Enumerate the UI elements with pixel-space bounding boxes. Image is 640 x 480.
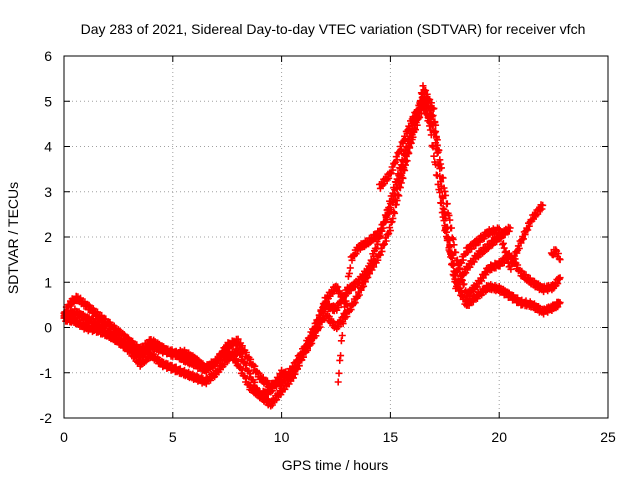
x-tick-label: 20: [491, 429, 507, 445]
y-tick-label: 3: [44, 184, 52, 200]
series-satellite-track-5: [334, 82, 514, 386]
x-axis-label: GPS time / hours: [282, 457, 389, 473]
y-axis-label: SDTVAR / TECUs: [5, 182, 21, 294]
y-tick-label: 1: [44, 274, 52, 290]
y-tick-label: -1: [40, 365, 53, 381]
y-tick-label: 0: [44, 320, 52, 336]
x-tick-label: 5: [169, 429, 177, 445]
series-satellite-track-6: [547, 246, 564, 264]
y-tick-label: 6: [44, 48, 52, 64]
series-satellite-track-2: [60, 102, 564, 410]
data-series-group: [60, 82, 564, 410]
y-tick-label: 4: [44, 139, 52, 155]
x-tick-label: 25: [600, 429, 616, 445]
y-tick-label: 2: [44, 229, 52, 245]
axis-ticks: [63, 55, 609, 419]
x-tick-label: 0: [60, 429, 68, 445]
x-tick-label: 10: [274, 429, 290, 445]
x-tick-label: 15: [383, 429, 399, 445]
series-satellite-track-4: [376, 95, 547, 276]
chart-title: Day 283 of 2021, Sidereal Day-to-day VTE…: [81, 21, 586, 37]
y-tick-label: 5: [44, 93, 52, 109]
y-tick-label: -2: [40, 410, 53, 426]
